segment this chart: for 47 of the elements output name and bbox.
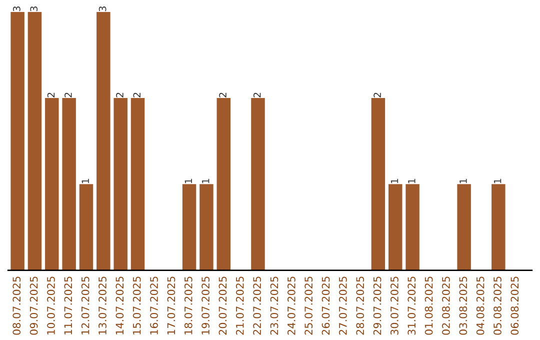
data-label: 1	[460, 178, 467, 184]
x-tick-label: 12.07.2025	[81, 276, 90, 334]
x-tick-label: 18.07.2025	[184, 276, 192, 334]
x-tick-label: 16.07.2025	[150, 276, 158, 334]
data-label: 1	[390, 178, 398, 184]
x-tick-label: 20.07.2025	[218, 276, 227, 335]
data-label: 1	[202, 178, 210, 184]
data-label: 1	[408, 178, 416, 184]
x-tick-label: 14.07.2025	[116, 276, 124, 334]
x-tick-label: 04.08.2025	[476, 276, 484, 335]
x-tick-label: 05.08.2025	[494, 276, 502, 335]
x-tick-label: 08.07.2025	[12, 276, 21, 335]
x-tick-label: 09.07.2025	[30, 276, 38, 335]
data-label: 3	[13, 6, 20, 12]
data-label: 1	[82, 178, 89, 184]
x-tick-label: 26.07.2025	[322, 276, 330, 335]
x-tick-label: 21.07.2025	[236, 276, 244, 335]
data-label: 3	[30, 6, 38, 12]
x-tick-label: 02.08.2025	[442, 276, 450, 335]
x-tick-label: 19.07.2025	[202, 276, 210, 334]
x-tick-label: 01.08.2025	[424, 276, 433, 335]
data-label: 1	[494, 178, 502, 184]
x-tick-label: 29.07.2025	[373, 276, 382, 335]
x-tick-label: 11.07.2025	[64, 276, 72, 334]
data-label: 2	[219, 92, 226, 98]
x-tick-label: 17.07.2025	[167, 276, 176, 334]
x-tick-label: 10.07.2025	[47, 276, 55, 334]
data-label: 2	[64, 92, 72, 98]
x-tick-label: 23.07.2025	[270, 276, 278, 335]
data-label: 2	[133, 92, 140, 98]
x-tick-label: 28.07.2025	[356, 276, 364, 335]
data-label: 2	[116, 92, 124, 98]
data-label: 2	[253, 92, 261, 98]
x-tick-label: 13.07.2025	[98, 276, 106, 334]
x-tick-label: 03.08.2025	[459, 276, 468, 335]
x-tick-label: 06.08.2025	[510, 276, 519, 335]
data-label: 2	[374, 92, 381, 98]
x-tick-label: 22.07.2025	[253, 276, 261, 335]
x-tick-label: 24.07.2025	[287, 276, 296, 335]
x-tick-label: 27.07.2025	[338, 276, 347, 335]
data-label: 2	[47, 92, 55, 98]
x-tick-label: 31.07.2025	[408, 276, 416, 335]
x-tick-label: 30.07.2025	[390, 276, 398, 335]
data-label: 3	[98, 6, 106, 12]
x-tick-label: 25.07.2025	[304, 276, 313, 335]
x-tick-label: 15.07.2025	[132, 276, 141, 334]
data-label: 1	[184, 178, 192, 184]
